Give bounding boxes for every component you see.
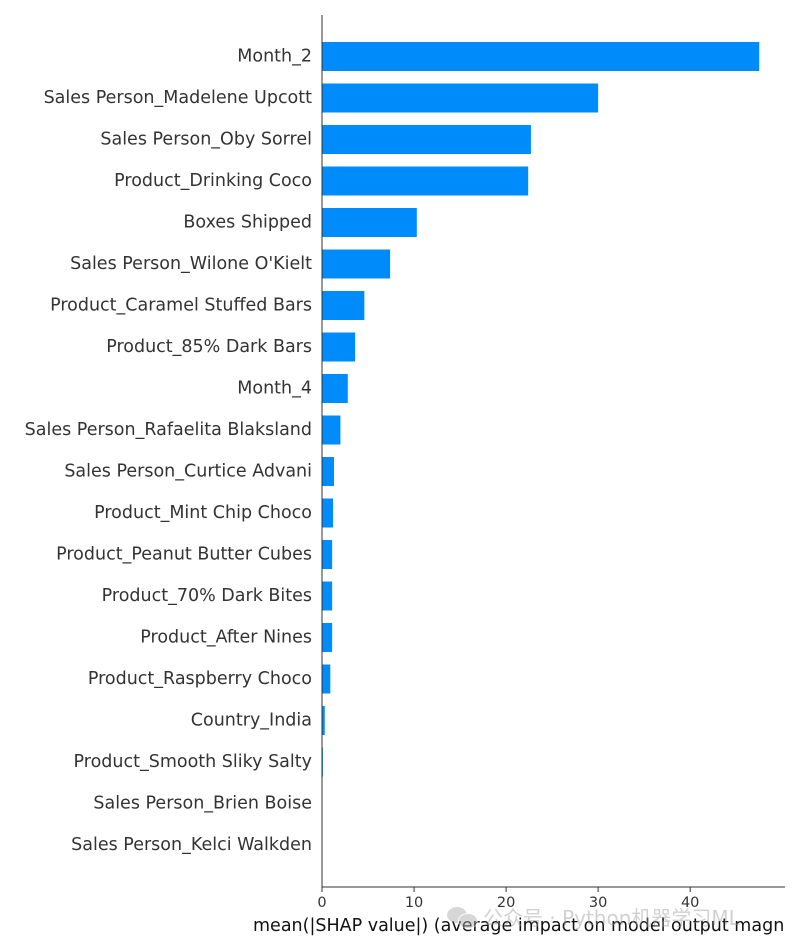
category-label-14: Product_After Nines — [140, 628, 312, 648]
category-label-11: Product_Mint Chip Choco — [94, 503, 312, 523]
bar-7 — [322, 332, 356, 362]
category-label-9: Sales Person_Rafaelita Blaksland — [25, 420, 312, 440]
bar-15 — [322, 664, 331, 694]
x-ticks: 0 10 20 30 40 — [317, 887, 699, 911]
category-label-7: Product_85% Dark Bars — [106, 337, 312, 357]
x-axis-label: mean(|SHAP value|) (average impact on mo… — [253, 916, 784, 936]
category-label-4: Boxes Shipped — [183, 213, 312, 233]
x-tick-label-4: 40 — [681, 895, 699, 911]
bar-2 — [322, 125, 531, 154]
category-label-12: Product_Peanut Butter Cubes — [56, 545, 312, 565]
x-tick-label-1: 10 — [405, 895, 423, 911]
category-label-17: Product_Smooth Sliky Salty — [74, 752, 312, 772]
bar-12 — [322, 540, 333, 569]
x-tick-label-0: 0 — [317, 895, 326, 911]
bar-10 — [322, 457, 334, 486]
bar-8 — [322, 374, 348, 403]
category-label-13: Product_70% Dark Bites — [102, 586, 312, 606]
bar-5 — [322, 249, 391, 279]
category-label-19: Sales Person_Kelci Walkden — [71, 835, 312, 855]
category-label-16: Country_India — [191, 711, 312, 731]
x-tick-label-2: 20 — [497, 895, 515, 911]
bar-13 — [322, 581, 333, 611]
category-label-5: Sales Person_Wilone O'Kielt — [70, 254, 312, 274]
category-label-8: Month_4 — [237, 379, 312, 399]
bar-11 — [322, 498, 334, 528]
category-label-1: Sales Person_Madelene Upcott — [44, 88, 313, 108]
category-label-10: Sales Person_Curtice Advani — [64, 462, 312, 482]
bar-4 — [322, 208, 417, 237]
bar-14 — [322, 623, 333, 652]
bar-9 — [322, 415, 341, 445]
category-label-15: Product_Raspberry Choco — [88, 669, 312, 689]
bar-6 — [322, 291, 365, 320]
category-label-18: Sales Person_Brien Boise — [93, 794, 312, 814]
category-labels: Month_2 Sales Person_Madelene Upcott Sales… — [25, 47, 312, 856]
x-tick-label-3: 30 — [589, 895, 607, 911]
bar-3 — [322, 166, 529, 196]
category-label-0: Month_2 — [237, 47, 312, 67]
bars-group — [322, 42, 760, 777]
category-label-3: Product_Drinking Coco — [114, 171, 312, 191]
bar-0 — [322, 42, 760, 71]
bar-1 — [322, 83, 599, 113]
bar-16 — [322, 706, 325, 735]
category-label-2: Sales Person_Oby Sorrel — [100, 130, 312, 150]
category-label-6: Product_Caramel Stuffed Bars — [50, 296, 312, 316]
